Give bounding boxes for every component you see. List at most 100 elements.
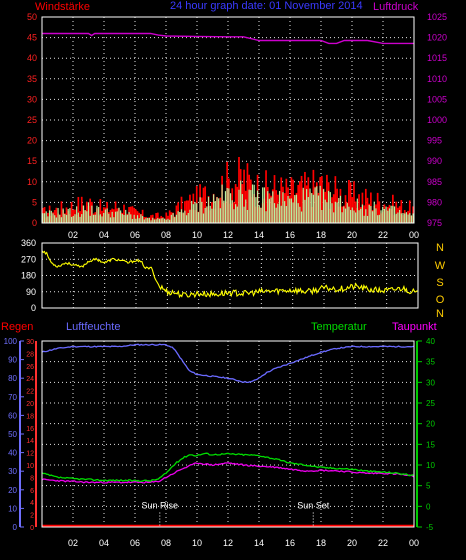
humidity-line xyxy=(41,343,415,384)
dewpoint-title: Taupunkt xyxy=(392,321,437,333)
x-tick-label: 14 xyxy=(254,538,264,548)
humidity-y-tick-label: 10 xyxy=(8,504,17,513)
direction-y-tick-label: 180 xyxy=(21,271,36,281)
temperature-title: Temperatur xyxy=(311,321,367,333)
x-tick-label: 20 xyxy=(347,230,357,240)
x-tick-label: 22 xyxy=(378,538,388,548)
pressure-line xyxy=(42,32,414,45)
pressure-y-tick-label: 1005 xyxy=(427,94,447,104)
rain-y-tick-label: 24 xyxy=(26,376,34,383)
rain-y-tick-label: 26 xyxy=(26,364,34,371)
wind-y-tick-label: 15 xyxy=(27,156,37,166)
x-tick-label: 04 xyxy=(99,230,109,240)
humidity-temperature-panel: 0102030405060708090100024681012141618202… xyxy=(4,337,436,548)
pressure-y-tick-label: 995 xyxy=(427,136,442,146)
wind-title: Windstärke xyxy=(35,1,90,13)
pressure-title: Luftdruck xyxy=(373,1,419,13)
sun-annotation-label: Sun Rise xyxy=(142,501,179,511)
direction-y-tick-label: 0 xyxy=(31,303,36,313)
dewpoint-line xyxy=(41,462,415,484)
x-tick-label: 06 xyxy=(130,538,140,548)
rain-title: Regen xyxy=(1,321,33,333)
rain-y-tick-label: 0 xyxy=(30,525,34,532)
rain-y-tick-label: 28 xyxy=(26,351,34,358)
direction-y-tick-label: 270 xyxy=(21,254,36,264)
rain-y-tick-label: 20 xyxy=(26,401,34,408)
wind-direction-line xyxy=(41,250,419,299)
sun-annotation-label: Sun Set xyxy=(297,501,330,511)
x-tick-label: 20 xyxy=(347,538,357,548)
humidity-y-tick-label: 80 xyxy=(8,374,17,383)
humidity-y-tick-label: 0 xyxy=(13,523,18,532)
x-tick-label: 18 xyxy=(316,538,326,548)
wind-pressure-panel: 0510152025303540455097598098599099510001… xyxy=(27,12,447,240)
humidity-y-tick-label: 70 xyxy=(8,393,17,402)
temperature-y-tick-label: 5 xyxy=(426,482,431,491)
rain-y-tick-label: 4 xyxy=(30,500,34,507)
x-tick-label: 12 xyxy=(223,538,233,548)
pressure-y-tick-label: 1020 xyxy=(427,33,447,43)
direction-frame xyxy=(41,242,419,309)
temperature-frame xyxy=(41,340,415,528)
x-tick-label: 02 xyxy=(68,230,78,240)
compass-label: N xyxy=(436,242,444,254)
humidity-y-tick-label: 50 xyxy=(8,430,17,439)
temperature-line xyxy=(41,452,415,483)
x-tick-label: 00 xyxy=(409,538,419,548)
x-tick-label: 10 xyxy=(192,538,202,548)
x-tick-label: 18 xyxy=(316,230,326,240)
pressure-y-tick-label: 1010 xyxy=(427,74,447,84)
temperature-y-tick-label: 15 xyxy=(426,440,435,449)
direction-y-tick-label: 90 xyxy=(26,287,36,297)
pressure-y-tick-label: 990 xyxy=(427,156,442,166)
x-tick-label: 06 xyxy=(130,230,140,240)
rain-y-tick-label: 22 xyxy=(26,389,34,396)
x-tick-label: 16 xyxy=(285,230,295,240)
compass-label: N xyxy=(436,308,444,320)
pressure-y-tick-label: 975 xyxy=(427,218,442,228)
wind-y-tick-label: 45 xyxy=(27,33,37,43)
x-tick-label: 16 xyxy=(285,538,295,548)
wind-y-tick-label: 25 xyxy=(27,115,37,125)
pressure-y-tick-label: 1015 xyxy=(427,53,447,63)
pressure-y-tick-label: 1025 xyxy=(427,12,447,22)
wind-frame xyxy=(41,16,415,224)
humidity-y-tick-label: 20 xyxy=(8,486,17,495)
wind-y-tick-label: 10 xyxy=(27,177,37,187)
pressure-y-tick-label: 1000 xyxy=(427,115,447,125)
x-tick-label: 08 xyxy=(161,230,171,240)
rain-y-tick-label: 2 xyxy=(30,513,34,520)
rain-y-tick-label: 8 xyxy=(30,475,34,482)
compass-label: O xyxy=(436,294,445,306)
rain-y-tick-label: 10 xyxy=(26,463,34,470)
x-tick-label: 22 xyxy=(378,230,388,240)
wind-y-tick-label: 0 xyxy=(32,218,37,228)
humidity-y-tick-label: 40 xyxy=(8,449,17,458)
compass-label: S xyxy=(436,277,443,289)
temperature-y-tick-label: 10 xyxy=(426,461,435,470)
humidity-y-tick-label: 100 xyxy=(4,337,18,346)
temperature-y-tick-label: 30 xyxy=(426,378,435,387)
wind-y-tick-label: 20 xyxy=(27,136,37,146)
pressure-y-tick-label: 980 xyxy=(427,197,442,207)
wind-y-tick-label: 5 xyxy=(32,197,37,207)
wind-y-tick-label: 40 xyxy=(27,53,37,63)
temperature-y-tick-label: 40 xyxy=(426,337,435,346)
x-tick-label: 02 xyxy=(68,538,78,548)
temperature-y-tick-label: -5 xyxy=(426,523,434,532)
x-tick-label: 10 xyxy=(192,230,202,240)
rain-y-tick-label: 16 xyxy=(26,426,34,433)
humidity-y-tick-label: 60 xyxy=(8,411,17,420)
compass-label: W xyxy=(435,260,446,272)
temperature-y-tick-label: 35 xyxy=(426,358,435,367)
rain-y-tick-label: 30 xyxy=(26,339,34,346)
rain-y-tick-label: 18 xyxy=(26,413,34,420)
chart-date-title: 24 hour graph date: 01 November 2014 xyxy=(170,0,363,12)
wind-y-tick-label: 50 xyxy=(27,12,37,22)
x-tick-label: 12 xyxy=(223,230,233,240)
wind-y-tick-label: 30 xyxy=(27,94,37,104)
x-tick-label: 08 xyxy=(161,538,171,548)
